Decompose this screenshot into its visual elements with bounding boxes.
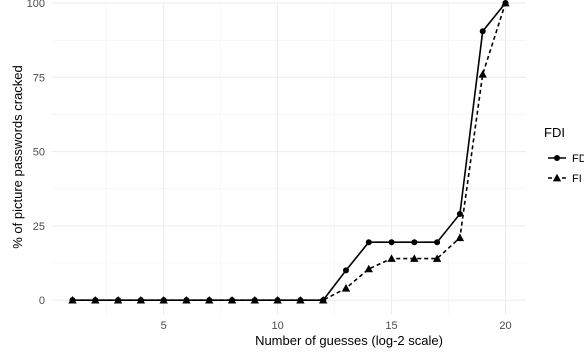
legend-label: FDI <box>572 153 584 165</box>
data-point-fdi <box>434 239 441 246</box>
data-point-fi <box>159 295 168 304</box>
y-tick-label: 25 <box>33 221 45 233</box>
x-axis-ticks: 5 10 15 20 <box>161 320 512 332</box>
data-point-fdi <box>388 239 395 246</box>
grid <box>52 2 526 315</box>
data-point-fi <box>113 295 123 304</box>
legend-key-marker <box>552 173 562 182</box>
data-point-fi <box>501 0 510 7</box>
series-fi <box>68 0 510 304</box>
data-point-fi <box>205 295 214 304</box>
x-tick-label: 15 <box>385 320 397 332</box>
x-tick-label: 10 <box>271 320 283 332</box>
legend-item-fdi: FDI <box>548 153 584 165</box>
legend-item-fi: FI <box>548 173 582 185</box>
data-point-fi <box>455 233 465 242</box>
data-point-fdi <box>365 239 372 246</box>
data-point-fdi <box>479 28 486 35</box>
data-point-fi <box>364 264 373 273</box>
y-tick-label: 75 <box>33 72 45 84</box>
data-point-fi <box>250 295 260 304</box>
data-point-fdi <box>456 210 463 217</box>
x-tick-label: 20 <box>499 320 511 332</box>
data-point-fdi <box>342 267 349 274</box>
legend: FDI FDI FI <box>544 125 584 185</box>
y-tick-label: 100 <box>27 0 45 10</box>
series-line-fi <box>72 2 507 301</box>
y-axis-title: % of picture passwords cracked <box>10 65 25 249</box>
data-point-fi <box>387 254 396 262</box>
data-point-fi <box>273 295 282 304</box>
data-point-fi <box>432 254 442 262</box>
legend-label: FI <box>572 173 582 185</box>
series-layer <box>68 0 510 304</box>
x-tick-label: 5 <box>161 320 167 332</box>
data-point-fi <box>227 295 237 304</box>
y-tick-label: 0 <box>39 295 45 307</box>
legend-key-marker <box>554 155 560 161</box>
data-point-fi <box>296 295 305 304</box>
data-point-fi <box>68 295 77 304</box>
data-point-fi <box>136 295 146 304</box>
x-axis-title: Number of guesses (log-2 scale) <box>255 333 443 348</box>
data-point-fi <box>318 295 328 304</box>
data-point-fi <box>91 295 100 304</box>
data-point-fi <box>410 254 419 262</box>
data-point-fdi <box>411 239 418 246</box>
y-tick-label: 50 <box>33 147 45 159</box>
legend-title: FDI <box>544 125 565 140</box>
data-point-fi <box>182 295 191 304</box>
y-axis-ticks: 0 25 50 75 100 <box>27 0 45 307</box>
data-point-fi <box>341 284 351 292</box>
data-point-fi <box>478 70 487 78</box>
